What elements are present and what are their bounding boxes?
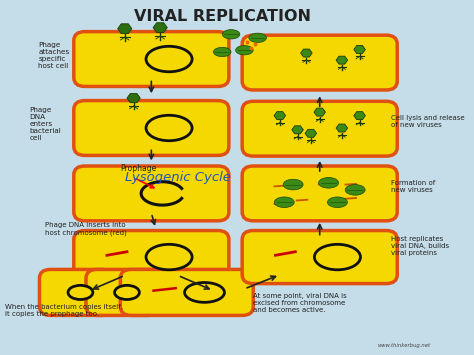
Ellipse shape xyxy=(319,178,338,188)
FancyBboxPatch shape xyxy=(74,100,229,155)
Ellipse shape xyxy=(222,29,240,39)
Polygon shape xyxy=(314,108,326,116)
Polygon shape xyxy=(127,93,140,103)
Ellipse shape xyxy=(274,197,294,208)
Polygon shape xyxy=(354,45,365,54)
Polygon shape xyxy=(305,129,317,137)
Ellipse shape xyxy=(249,33,266,43)
Ellipse shape xyxy=(146,244,192,270)
Text: Prophage: Prophage xyxy=(120,164,156,173)
Polygon shape xyxy=(274,112,286,120)
Text: At some point, viral DNA is
excised from chromosome
and becomes active.: At some point, viral DNA is excised from… xyxy=(253,293,347,313)
FancyBboxPatch shape xyxy=(242,101,397,156)
FancyBboxPatch shape xyxy=(39,269,112,315)
Text: Phage
DNA
enters
bacterial
cell: Phage DNA enters bacterial cell xyxy=(29,108,61,141)
Text: VIRAL REPLICATION: VIRAL REPLICATION xyxy=(134,9,311,24)
Text: Cell lysis and release
of new viruses: Cell lysis and release of new viruses xyxy=(391,115,464,128)
FancyBboxPatch shape xyxy=(120,269,253,315)
Ellipse shape xyxy=(345,185,365,195)
Ellipse shape xyxy=(283,179,303,190)
FancyBboxPatch shape xyxy=(242,230,397,284)
Polygon shape xyxy=(336,124,347,132)
Text: www.thinkerbug.net: www.thinkerbug.net xyxy=(377,343,430,348)
Ellipse shape xyxy=(146,46,192,72)
Ellipse shape xyxy=(236,45,253,55)
Ellipse shape xyxy=(146,115,192,141)
FancyBboxPatch shape xyxy=(74,166,229,221)
FancyBboxPatch shape xyxy=(86,269,159,315)
Ellipse shape xyxy=(213,47,231,57)
Polygon shape xyxy=(292,126,303,134)
Polygon shape xyxy=(354,112,365,120)
Ellipse shape xyxy=(184,283,225,302)
FancyBboxPatch shape xyxy=(74,32,229,87)
Polygon shape xyxy=(153,23,167,33)
Ellipse shape xyxy=(68,285,93,300)
Text: Host replicates
viral DNA, builds
viral proteins: Host replicates viral DNA, builds viral … xyxy=(391,236,449,256)
Text: Phage DNA inserts into
host chromosome (red): Phage DNA inserts into host chromosome (… xyxy=(45,222,127,235)
Polygon shape xyxy=(301,49,312,57)
Polygon shape xyxy=(118,24,132,34)
Ellipse shape xyxy=(115,285,139,300)
Text: Formation of
new viruses: Formation of new viruses xyxy=(391,180,435,193)
Ellipse shape xyxy=(314,244,360,270)
Polygon shape xyxy=(336,56,347,64)
FancyBboxPatch shape xyxy=(242,35,397,90)
Text: Phage
attaches
specific
host cell: Phage attaches specific host cell xyxy=(38,42,70,69)
FancyBboxPatch shape xyxy=(242,166,397,221)
Text: When the bacterium copies itself,
it copies the prophage too.: When the bacterium copies itself, it cop… xyxy=(5,304,123,317)
Ellipse shape xyxy=(328,197,347,208)
FancyBboxPatch shape xyxy=(74,230,229,284)
Text: Lysogenic Cycle: Lysogenic Cycle xyxy=(125,171,231,184)
